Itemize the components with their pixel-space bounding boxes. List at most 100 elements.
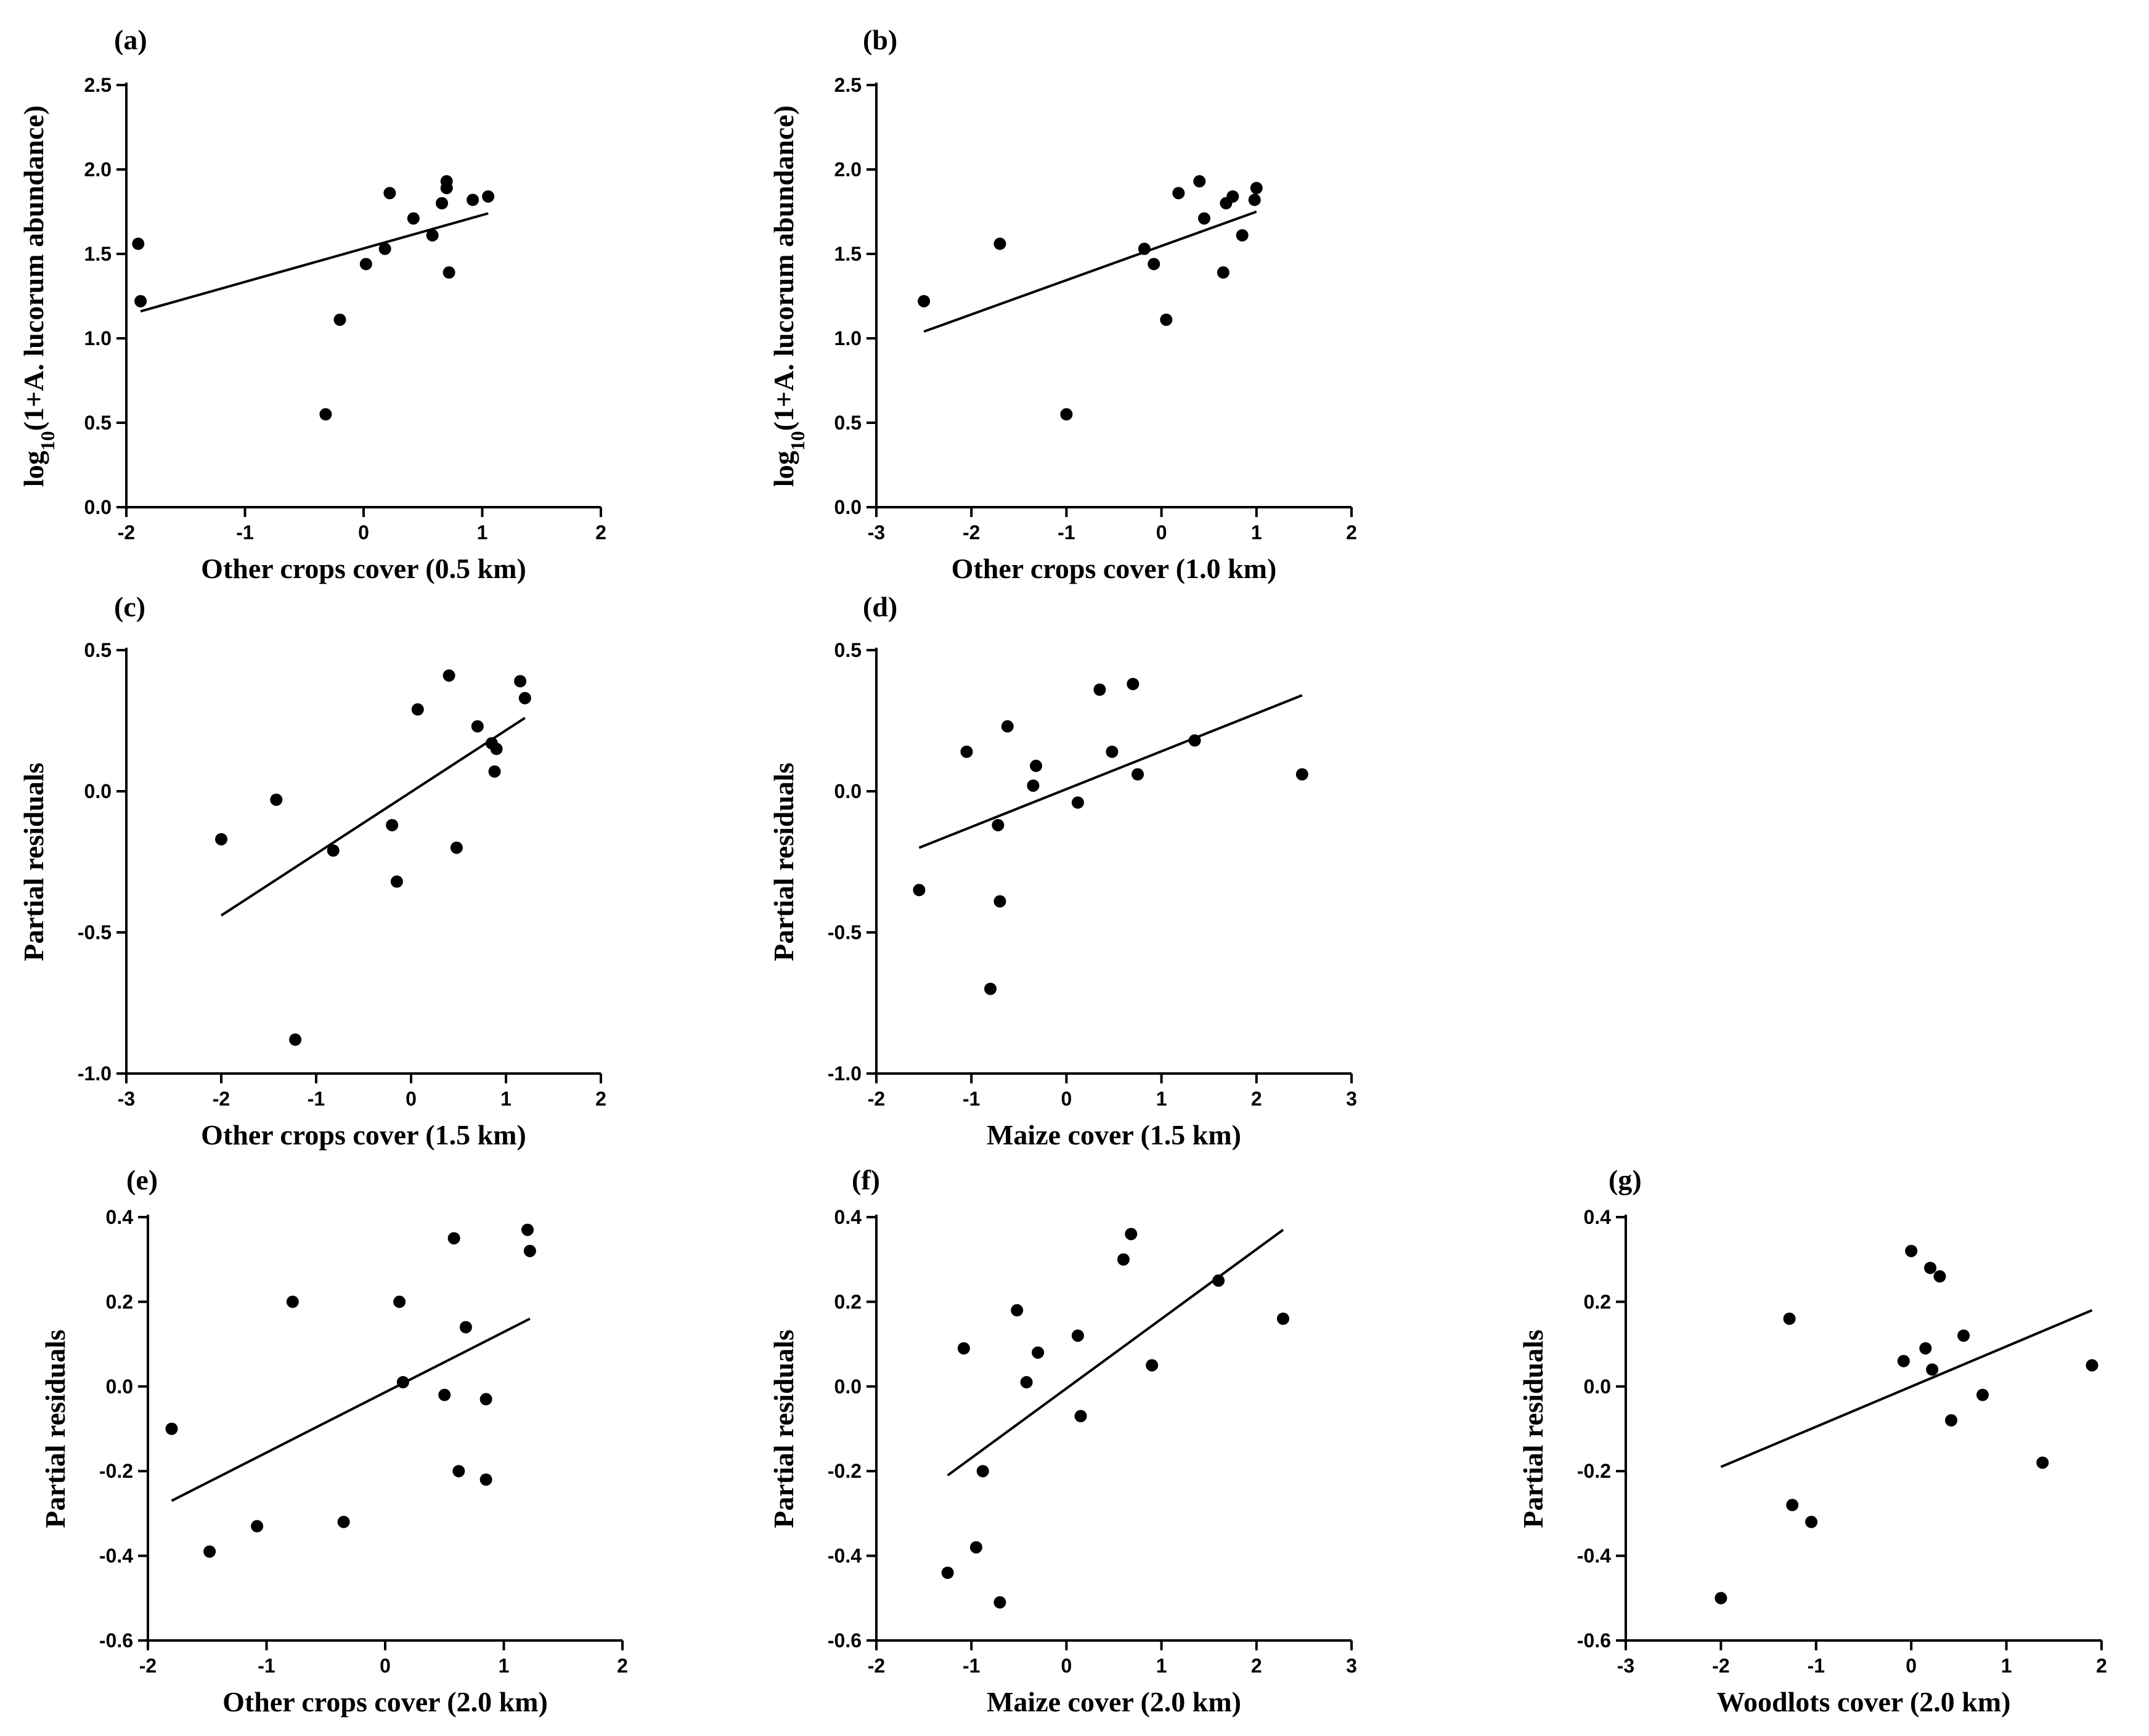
x-tick-label: -1 xyxy=(963,1088,980,1110)
y-tick-label: -0.4 xyxy=(1577,1545,1611,1567)
y-tick-label: 0.4 xyxy=(834,1206,862,1228)
panel-g: (g) -0.6 -0.4 -0.2 0.0 0.2 0.4 -3 -2 -1 0 1 2 Woodlot… xyxy=(1517,1164,2107,1718)
data-point xyxy=(1160,313,1173,326)
y-axis-title-log: log xyxy=(768,450,799,487)
data-point xyxy=(337,1515,350,1528)
y-tick-label: 0.0 xyxy=(106,1375,133,1398)
data-point xyxy=(1924,1261,1937,1274)
data-point xyxy=(1897,1355,1910,1367)
x-tick-label: 0 xyxy=(1156,521,1167,544)
data-point xyxy=(984,982,997,995)
y-tick-label: -0.6 xyxy=(828,1629,862,1652)
data-point xyxy=(993,895,1006,908)
data-point xyxy=(1060,408,1073,421)
panel-d: (d) -1.0 -0.5 0.0 0.5 -2 -1 0 1 2 3 Maize cover (1.… xyxy=(768,591,1357,1151)
data-point xyxy=(440,175,453,188)
data-point xyxy=(1805,1515,1818,1528)
data-point xyxy=(1250,182,1263,195)
data-point xyxy=(1217,266,1229,279)
y-tick-label: -1.0 xyxy=(828,1062,862,1085)
data-point xyxy=(393,1295,406,1308)
y-tick-label: 0.0 xyxy=(834,496,862,518)
y-tick-label: 0.2 xyxy=(834,1290,862,1313)
y-axis-title: Partial residuals xyxy=(768,762,799,961)
data-point xyxy=(1976,1388,1989,1401)
data-point xyxy=(289,1033,302,1046)
panel-letter: (c) xyxy=(114,591,145,622)
data-point xyxy=(1957,1329,1970,1342)
data-point xyxy=(1127,677,1140,690)
x-tick-label: -2 xyxy=(868,1655,885,1677)
panel-c: (c) -1.0 -0.5 0.0 0.5 -3 -2 -1 0 1 2 Other crops co… xyxy=(18,591,606,1151)
y-axis-title-rest: (1+A. lucorum abundance) xyxy=(18,105,49,431)
regression-line xyxy=(918,694,1303,849)
x-axis-title: Other crops cover (1.5 km) xyxy=(201,1119,526,1151)
data-point xyxy=(286,1295,299,1308)
data-point xyxy=(1248,194,1261,206)
x-tick-label: -2 xyxy=(213,1088,230,1110)
y-tick-label: -0.2 xyxy=(99,1460,133,1482)
y-tick-label: 2.5 xyxy=(84,74,112,96)
data-point xyxy=(1212,1274,1225,1287)
y-axis-title: log10(1+A. lucorum abundance) xyxy=(18,105,59,487)
x-tick-label: -2 xyxy=(1712,1655,1729,1677)
y-axis-title: Partial residuals xyxy=(39,1329,71,1528)
y-tick-label: -0.4 xyxy=(99,1545,133,1567)
x-tick-label: -3 xyxy=(1617,1655,1634,1677)
x-tick-label: 2 xyxy=(1251,1655,1262,1677)
data-point xyxy=(1172,187,1185,200)
y-axis-title-subscript: 10 xyxy=(786,431,809,450)
x-axis-title: Other crops cover (0.5 km) xyxy=(201,553,526,584)
y-axis-title-log: log xyxy=(18,450,49,487)
data-point xyxy=(390,875,403,888)
data-point xyxy=(1001,720,1014,733)
x-tick-label: 1 xyxy=(1251,521,1262,544)
y-axis-title-subscript: 10 xyxy=(36,431,59,450)
data-point xyxy=(459,1321,472,1334)
data-point xyxy=(1138,242,1151,255)
data-point xyxy=(488,765,501,778)
y-tick-label: 2.0 xyxy=(834,158,862,181)
x-tick-label: -3 xyxy=(118,1088,135,1110)
x-axis-title: Other crops cover (2.0 km) xyxy=(222,1686,548,1718)
data-point xyxy=(1236,229,1249,242)
x-tick-label: -2 xyxy=(139,1655,157,1677)
x-tick-label: 3 xyxy=(1346,1655,1357,1677)
panel-letter: (f) xyxy=(852,1164,880,1196)
x-axis-title: Other crops cover (1.0 km) xyxy=(952,553,1277,584)
data-point xyxy=(1093,683,1106,696)
data-point xyxy=(957,1342,970,1355)
data-point xyxy=(1027,779,1040,792)
x-tick-label: -1 xyxy=(1808,1655,1825,1677)
data-point xyxy=(471,720,484,733)
x-tick-label: 2 xyxy=(617,1655,628,1677)
x-tick-label: 2 xyxy=(1251,1088,1262,1110)
x-tick-label: -3 xyxy=(868,521,885,544)
y-tick-label: 0.0 xyxy=(84,780,112,802)
y-tick-label: 0.5 xyxy=(834,412,862,434)
x-tick-label: 0 xyxy=(1061,1088,1072,1110)
regression-line xyxy=(140,212,489,313)
x-tick-label: 3 xyxy=(1346,1088,1357,1110)
data-point xyxy=(134,295,147,308)
data-point xyxy=(467,194,479,206)
data-point xyxy=(993,237,1006,250)
panel-letter: (e) xyxy=(126,1164,158,1196)
data-point xyxy=(407,212,420,225)
data-point xyxy=(1032,1346,1045,1359)
x-tick-label: 1 xyxy=(477,521,488,544)
y-tick-label: -0.5 xyxy=(828,921,862,943)
data-point xyxy=(1125,1228,1138,1241)
data-point xyxy=(442,669,455,682)
data-point xyxy=(1117,1253,1130,1266)
data-point xyxy=(1933,1270,1946,1283)
data-point xyxy=(378,242,391,255)
data-point xyxy=(383,187,396,200)
y-tick-label: 0.0 xyxy=(834,780,862,802)
x-tick-label: 1 xyxy=(499,1655,510,1677)
data-point xyxy=(1905,1244,1918,1257)
data-point xyxy=(1193,175,1206,188)
data-point xyxy=(1030,759,1043,772)
data-point xyxy=(251,1520,264,1533)
